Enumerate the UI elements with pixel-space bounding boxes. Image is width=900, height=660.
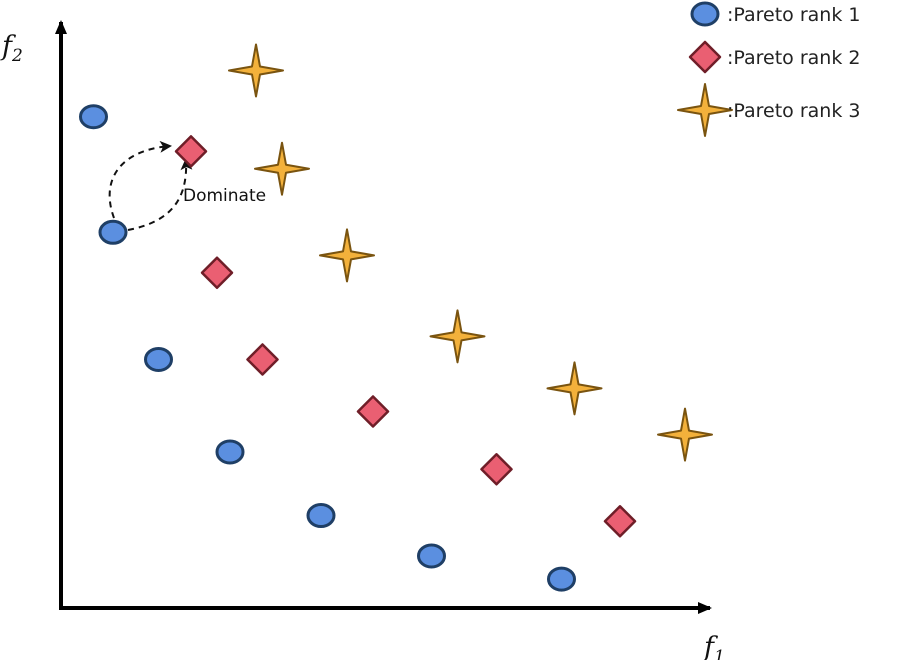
legend-diamond-marker xyxy=(688,40,722,74)
rank-1-circle-point-4 xyxy=(215,439,245,465)
rank-1-circle-point-3 xyxy=(144,346,173,372)
y-axis-label: f2 xyxy=(0,31,23,66)
legend: :Pareto rank 1 :Pareto rank 2 :Pareto ra… xyxy=(677,1,860,137)
rank-2-diamond-point-4 xyxy=(356,395,390,428)
legend-label-rank-1: :Pareto rank 1 xyxy=(727,4,860,26)
dominate-annotation: Dominate xyxy=(108,140,266,231)
legend-item-rank-3: :Pareto rank 3 xyxy=(677,83,860,137)
rank-3-star4-point-3 xyxy=(319,228,375,283)
rank-1-circle-point-2 xyxy=(98,219,128,245)
rank-3-star4-point-2 xyxy=(254,141,310,196)
rank-2-diamond-point-6 xyxy=(603,505,637,538)
legend-item-rank-2: :Pareto rank 2 xyxy=(688,40,860,74)
rank-2-diamond-point-5 xyxy=(480,453,513,486)
legend-label-rank-2: :Pareto rank 2 xyxy=(727,47,860,69)
legend-item-rank-1: :Pareto rank 1 xyxy=(690,1,860,27)
legend-circle-icon xyxy=(690,1,720,27)
rank-3-star4-point-4 xyxy=(429,309,486,364)
rank-3-star4-point-6 xyxy=(657,407,713,462)
dominate-arrow-upper xyxy=(108,140,172,219)
dominate-label: Dominate xyxy=(183,186,266,206)
dominate-arrow-lower xyxy=(127,158,193,231)
legend-star4-icon xyxy=(677,83,733,137)
rank-1-circle-point-7 xyxy=(547,566,576,592)
rank-3-star4-point-1 xyxy=(228,43,284,98)
rank-2-diamond-point-2 xyxy=(200,256,234,290)
legend-label-rank-3: :Pareto rank 3 xyxy=(727,100,860,122)
rank-1-circle-point-5 xyxy=(306,503,336,529)
legend-star-marker xyxy=(677,83,733,137)
x-axis-label: f1 xyxy=(702,632,725,660)
legend-diamond-icon xyxy=(688,40,722,74)
rank-2-diamond-point-3 xyxy=(246,343,279,376)
rank-1-circle-point-1 xyxy=(79,104,108,130)
legend-circle-marker xyxy=(690,1,720,27)
data-points xyxy=(79,43,713,592)
rank-3-star4-point-5 xyxy=(546,361,603,416)
rank-1-circle-point-6 xyxy=(417,543,446,569)
rank-2-diamond-point-1 xyxy=(174,135,208,168)
